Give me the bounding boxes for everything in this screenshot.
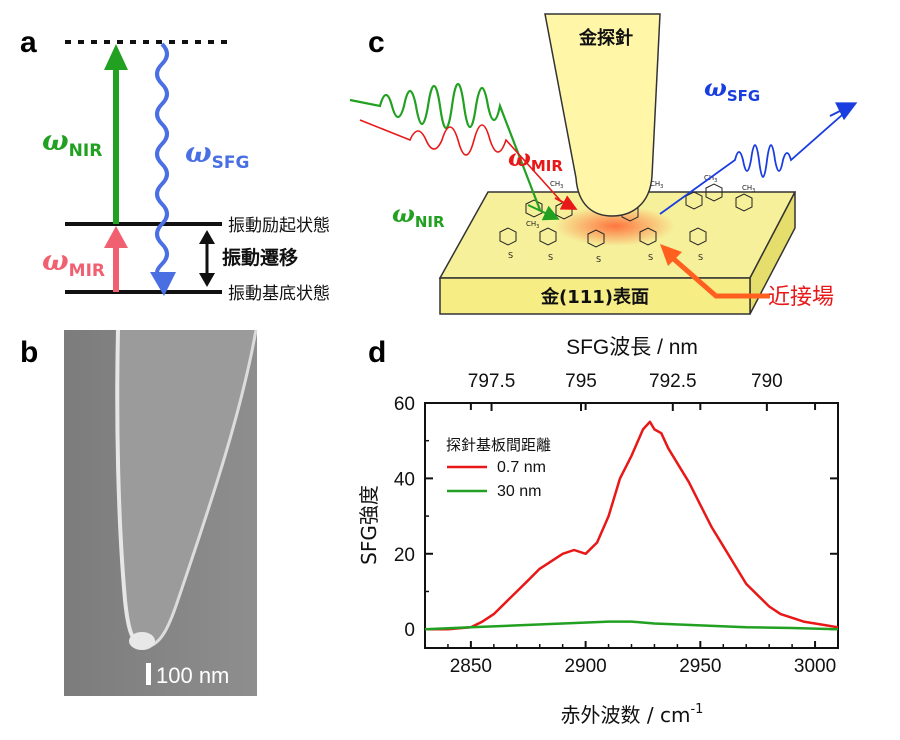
near-field-arrow-head [660, 244, 682, 266]
scale-bar [146, 663, 151, 685]
legend-title: 探針基板間距離 [446, 436, 551, 454]
series-line-0-7-nm [425, 420, 839, 631]
top-tick-label: 795 [565, 371, 597, 392]
x-tick-label: 2850 [450, 656, 492, 677]
omega-nir-label: ωNIR [42, 124, 102, 161]
molecule-s-label: S [508, 251, 513, 260]
molecule-ring [499, 227, 517, 246]
sfg-arrow [829, 102, 858, 121]
molecule-ring [705, 183, 723, 202]
near-field-arrow [666, 252, 770, 299]
surface-label: 金(111)表面 [540, 286, 649, 308]
panel-letter-d: d [368, 336, 386, 369]
sem-tip-body [117, 330, 256, 647]
top-tick-label: 792.5 [649, 371, 697, 392]
molecule-ch3-label: CH3 [650, 180, 663, 190]
panel-d: d SFG波長 / nm 赤外波数 / cm-1 SFG強度 探針基板間距離 0… [357, 336, 839, 727]
molecule-s-label: S [548, 253, 553, 262]
molecule-ring [735, 193, 753, 212]
molecule-ch3-label: CH3 [742, 184, 755, 194]
series-lines [424, 420, 839, 631]
panel-letter-a: a [20, 26, 37, 59]
ground-state-label: 振動基底状態 [228, 284, 330, 304]
y-tick-label: 40 [394, 469, 415, 490]
sfg-wavy-arrow [155, 42, 169, 280]
nir-arrow [527, 204, 560, 221]
legend-label: 30 nm [497, 483, 541, 500]
omega-nir-label-c: ωNIR [392, 199, 445, 231]
near-field-label: 近接場 [768, 285, 834, 310]
gold-tip [544, 13, 661, 217]
molecule-ch3-label: CH3 [550, 180, 563, 190]
molecule-ring [539, 227, 557, 246]
y-tick-label: 20 [394, 545, 415, 566]
transition-arrow-head-down [199, 273, 215, 287]
nir-wave [349, 82, 542, 211]
panel-b: b 100 nm [20, 329, 258, 696]
x-axis-label: 赤外波数 / cm-1 [561, 702, 704, 727]
top-tick-label: 797.5 [468, 371, 516, 392]
omega-sfg-label: ωSFG [185, 136, 249, 173]
legend: 0.7 nm 30 nm [447, 459, 546, 500]
excited-state-label: 振動励起状態 [228, 216, 330, 236]
omega-mir-label-c: ωMIR [508, 143, 563, 175]
series-line-30-nm [424, 620, 839, 631]
x-tick-label: 2950 [679, 656, 721, 677]
x-tick-label: 2900 [564, 656, 606, 677]
panel-a: a ωNIR ωSFG ωMIR 振動励起状態 振動遷移 振動基底状態 [20, 26, 330, 304]
molecule-s-label: S [698, 253, 703, 262]
omega-sfg-label-c: ωSFG [704, 73, 760, 105]
y-tick-label: 0 [404, 620, 415, 641]
y-tick-label: 60 [394, 394, 415, 415]
top-axis-label: SFG波長 / nm [566, 336, 698, 359]
panel-c: c 金(111)表面 S S S S S CH3 CH3 CH3 CH3 [349, 13, 858, 315]
transition-arrow-head-up [199, 230, 215, 244]
molecule-ring [587, 229, 605, 248]
sem-tip-apex [129, 632, 155, 650]
molecule-ch3-label: CH3 [526, 220, 539, 230]
mir-arrow-head [104, 226, 128, 248]
panel-letter-c: c [368, 26, 385, 59]
molecule-ring [689, 227, 707, 246]
molecule-ring [639, 227, 657, 246]
molecule-ch3-label: CH3 [704, 174, 717, 184]
mir-arrow [554, 195, 578, 210]
sem-tip-edge-right [145, 329, 258, 649]
top-tick-label: 790 [751, 371, 783, 392]
molecule-ring [685, 191, 703, 210]
molecule-s-label: S [596, 255, 601, 264]
axis-ticks: 2850 2900 2950 3000 797.5 795 792.5 790 0 20 40 60 [394, 371, 839, 677]
molecule-s-label: S [648, 253, 653, 262]
nir-arrow-head [104, 44, 128, 70]
omega-mir-label: ωMIR [42, 244, 105, 281]
sfg-arrow-head [150, 272, 176, 296]
near-field-glow [555, 206, 675, 246]
panel-letter-b: b [20, 336, 38, 369]
y-axis-label: SFG強度 [357, 485, 381, 565]
scale-bar-label: 100 nm [156, 663, 229, 688]
mir-wave [359, 119, 561, 201]
sem-tip-edge-left [115, 329, 147, 649]
sfg-wave [659, 107, 851, 215]
legend-label: 0.7 nm [497, 459, 546, 476]
transition-label: 振動遷移 [222, 246, 298, 269]
x-tick-label: 3000 [794, 656, 836, 677]
tip-label: 金探針 [578, 27, 633, 49]
